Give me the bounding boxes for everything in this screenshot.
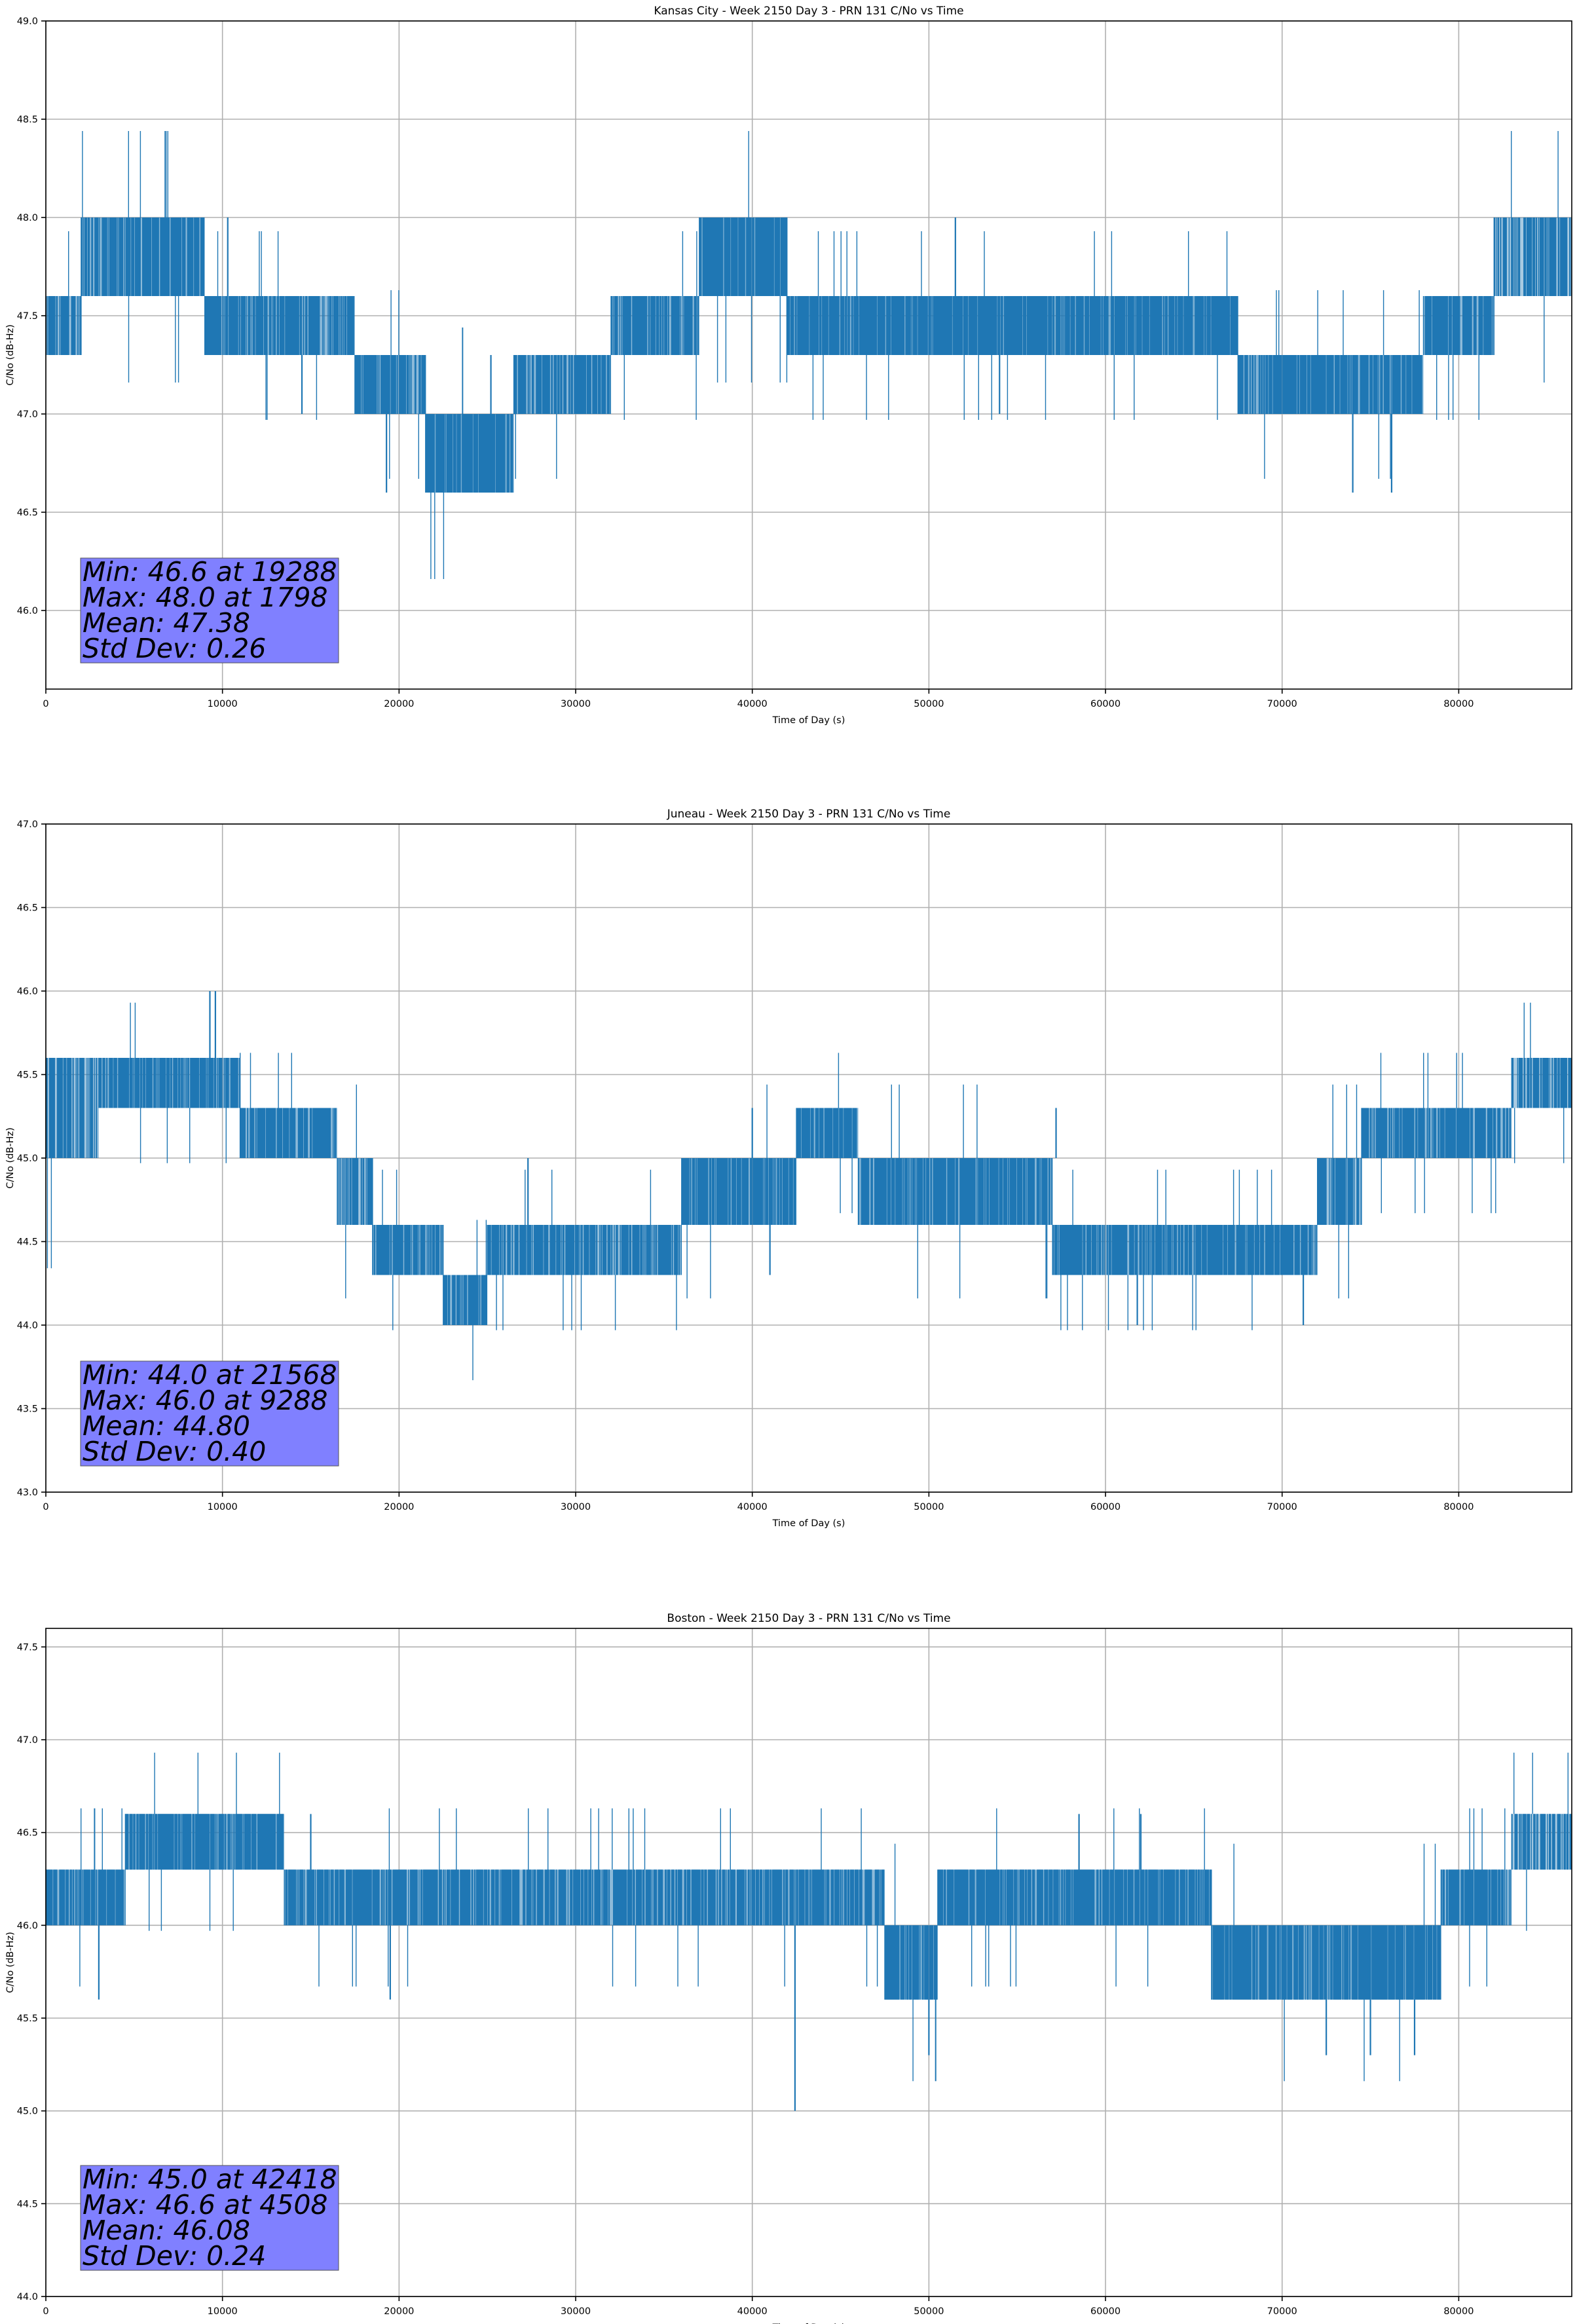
y-axis-label: C/No (dB-Hz) bbox=[5, 1127, 16, 1189]
x-axis-label: Time of Day (s) bbox=[772, 1518, 845, 1529]
x-tick-label: 80000 bbox=[1443, 699, 1474, 709]
y-tick-label: 49.0 bbox=[17, 16, 38, 27]
stats-mean: Mean: 46.08 bbox=[83, 2215, 250, 2246]
y-tick-label: 43.0 bbox=[17, 1488, 38, 1498]
x-tick-label: 0 bbox=[43, 2306, 48, 2317]
x-tick-label: 60000 bbox=[1090, 2306, 1121, 2317]
x-tick-label: 80000 bbox=[1443, 2306, 1474, 2317]
x-tick-label: 20000 bbox=[384, 2306, 414, 2317]
x-tick-label: 40000 bbox=[737, 699, 768, 709]
y-tick-label: 44.5 bbox=[17, 1237, 38, 1248]
x-tick-label: 10000 bbox=[208, 2306, 238, 2317]
stats-std: Std Dev: 0.26 bbox=[83, 633, 266, 664]
y-tick-label: 45.0 bbox=[17, 2107, 38, 2117]
y-tick-label: 44.0 bbox=[17, 2292, 38, 2302]
x-tick-label: 0 bbox=[43, 699, 48, 709]
y-tick-label: 45.5 bbox=[17, 2014, 38, 2024]
stats-min: Min: 44.0 at 21568 bbox=[83, 1359, 337, 1391]
y-tick-label: 47.0 bbox=[17, 409, 38, 420]
stats-std: Std Dev: 0.24 bbox=[83, 2240, 266, 2272]
x-tick-label: 50000 bbox=[914, 2306, 944, 2317]
stats-std: Std Dev: 0.40 bbox=[83, 1436, 266, 1467]
x-tick-label: 50000 bbox=[914, 699, 944, 709]
axes-frame bbox=[45, 1628, 1572, 2297]
y-axis-label: C/No (dB-Hz) bbox=[5, 1932, 16, 1993]
x-tick-label: 60000 bbox=[1090, 1502, 1121, 1512]
y-tick-label: 47.0 bbox=[17, 1735, 38, 1746]
x-axis-label: Time of Day (s) bbox=[772, 715, 845, 726]
y-tick-label: 44.5 bbox=[17, 2199, 38, 2209]
stats-mean: Mean: 44.80 bbox=[83, 1410, 250, 1442]
y-tick-label: 46.5 bbox=[17, 508, 38, 518]
chart-title: Juneau - Week 2150 Day 3 - PRN 131 C/No … bbox=[667, 808, 951, 821]
chart-0: 0 10000 20000 30000 40000 50000 60000 70000 8000… bbox=[5, 5, 1572, 726]
y-tick-label: 46.0 bbox=[17, 986, 38, 997]
y-tick-label: 46.5 bbox=[17, 1828, 38, 1839]
y-tick-label: 46.0 bbox=[17, 606, 38, 616]
y-tick-label: 45.0 bbox=[17, 1153, 38, 1164]
x-tick-label: 70000 bbox=[1267, 1502, 1297, 1512]
x-tick-label: 30000 bbox=[561, 1502, 591, 1512]
stats-mean: Mean: 47.38 bbox=[83, 607, 250, 639]
x-tick-label: 40000 bbox=[737, 1502, 768, 1512]
series-line bbox=[45, 131, 1572, 579]
stats-max: Max: 46.0 at 9288 bbox=[83, 1385, 328, 1416]
y-tick-label: 47.5 bbox=[17, 1642, 38, 1653]
y-axis-label: C/No (dB-Hz) bbox=[5, 324, 16, 386]
y-tick-label: 48.5 bbox=[17, 115, 38, 125]
x-tick-label: 70000 bbox=[1267, 699, 1297, 709]
stats-box-background bbox=[80, 1360, 339, 1467]
x-tick-label: 20000 bbox=[384, 1502, 414, 1512]
x-tick-label: 40000 bbox=[737, 2306, 768, 2317]
stats-min: Min: 46.6 at 19288 bbox=[83, 556, 337, 588]
x-tick-label: 0 bbox=[43, 1502, 48, 1512]
y-tick-label: 44.0 bbox=[17, 1321, 38, 1331]
chart-title: Boston - Week 2150 Day 3 - PRN 131 C/No … bbox=[667, 1612, 950, 1625]
y-tick-label: 46.0 bbox=[17, 1921, 38, 1931]
chart-2: 0 10000 20000 30000 40000 50000 60000 70000 8000… bbox=[5, 1612, 1572, 2324]
series-path bbox=[45, 131, 1572, 579]
x-tick-label: 60000 bbox=[1090, 699, 1121, 709]
x-tick-label: 30000 bbox=[561, 699, 591, 709]
y-tick-label: 46.5 bbox=[17, 903, 38, 914]
chart-1: 0 10000 20000 30000 40000 50000 60000 70000 8000… bbox=[5, 808, 1572, 1529]
stats-max: Max: 46.6 at 4508 bbox=[83, 2189, 328, 2221]
x-tick-label: 20000 bbox=[384, 699, 414, 709]
x-tick-label: 70000 bbox=[1267, 2306, 1297, 2317]
y-tick-label: 48.0 bbox=[17, 213, 38, 223]
x-tick-label: 50000 bbox=[914, 1502, 944, 1512]
axes-frame bbox=[45, 20, 1572, 690]
x-tick-label: 10000 bbox=[208, 1502, 238, 1512]
chart-title: Kansas City - Week 2150 Day 3 - PRN 131 … bbox=[654, 5, 963, 18]
stats-box-background bbox=[80, 2165, 339, 2271]
stats-min: Min: 45.0 at 42418 bbox=[83, 2164, 337, 2195]
y-tick-label: 43.5 bbox=[17, 1404, 38, 1415]
x-tick-label: 80000 bbox=[1443, 1502, 1474, 1512]
y-tick-label: 45.5 bbox=[17, 1070, 38, 1081]
stats-box-background bbox=[80, 557, 339, 664]
y-tick-label: 47.0 bbox=[17, 819, 38, 830]
x-tick-label: 30000 bbox=[561, 2306, 591, 2317]
y-tick-label: 47.5 bbox=[17, 311, 38, 322]
stats-max: Max: 48.0 at 1798 bbox=[83, 582, 328, 613]
x-tick-label: 10000 bbox=[208, 699, 238, 709]
x-axis-label: Time of Day (s) bbox=[772, 2323, 845, 2324]
series-line bbox=[45, 1752, 1572, 2111]
series-line bbox=[45, 991, 1572, 1381]
